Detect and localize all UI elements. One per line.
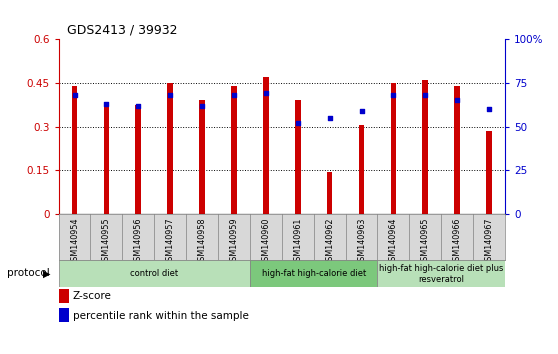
Text: GSM140955: GSM140955	[102, 218, 111, 267]
Bar	[377, 260, 505, 287]
Point	[453, 97, 461, 103]
Text: GSM140965: GSM140965	[421, 218, 430, 266]
Bar	[327, 172, 333, 214]
Text: GSM140954: GSM140954	[70, 218, 79, 266]
Bar	[359, 125, 364, 214]
Text: percentile rank within the sample: percentile rank within the sample	[73, 311, 248, 321]
Point	[229, 92, 238, 98]
Bar	[422, 80, 428, 214]
Text: GSM140958: GSM140958	[198, 218, 206, 266]
Text: GSM140957: GSM140957	[166, 218, 175, 267]
Bar	[454, 86, 460, 214]
Bar	[391, 83, 396, 214]
Point	[421, 92, 430, 98]
Point	[357, 108, 366, 114]
Bar	[199, 100, 205, 214]
Bar	[295, 100, 301, 214]
Text: GSM140962: GSM140962	[325, 218, 334, 266]
Text: GSM140966: GSM140966	[453, 218, 461, 266]
Point	[70, 92, 79, 98]
Text: protocol: protocol	[7, 268, 50, 278]
Text: GSM140961: GSM140961	[294, 218, 302, 266]
Point	[325, 115, 334, 121]
Bar	[136, 105, 141, 214]
Point	[389, 92, 398, 98]
Bar	[59, 260, 250, 287]
Text: GSM140967: GSM140967	[484, 218, 493, 266]
Text: GSM140963: GSM140963	[357, 218, 366, 266]
Point	[198, 103, 206, 108]
Bar	[486, 131, 492, 214]
Text: high-fat high-calorie diet: high-fat high-calorie diet	[262, 269, 366, 278]
Text: ▶: ▶	[43, 268, 50, 278]
Bar	[250, 260, 377, 287]
Text: GSM140959: GSM140959	[229, 218, 238, 267]
Text: control diet: control diet	[130, 269, 179, 278]
Point	[134, 103, 143, 108]
Point	[102, 101, 111, 107]
Text: Z-score: Z-score	[73, 291, 112, 301]
Bar	[104, 102, 109, 214]
Point	[261, 90, 270, 96]
Bar	[231, 86, 237, 214]
Text: high-fat high-calorie diet plus
resveratrol: high-fat high-calorie diet plus resverat…	[379, 264, 503, 284]
Bar	[71, 86, 78, 214]
Text: GSM140956: GSM140956	[134, 218, 143, 266]
Bar	[167, 83, 173, 214]
Text: GSM140964: GSM140964	[389, 218, 398, 266]
Point	[294, 120, 302, 126]
Bar	[263, 77, 269, 214]
Text: GDS2413 / 39932: GDS2413 / 39932	[67, 23, 177, 36]
Point	[484, 106, 493, 112]
Text: GSM140960: GSM140960	[261, 218, 270, 266]
Point	[166, 92, 175, 98]
